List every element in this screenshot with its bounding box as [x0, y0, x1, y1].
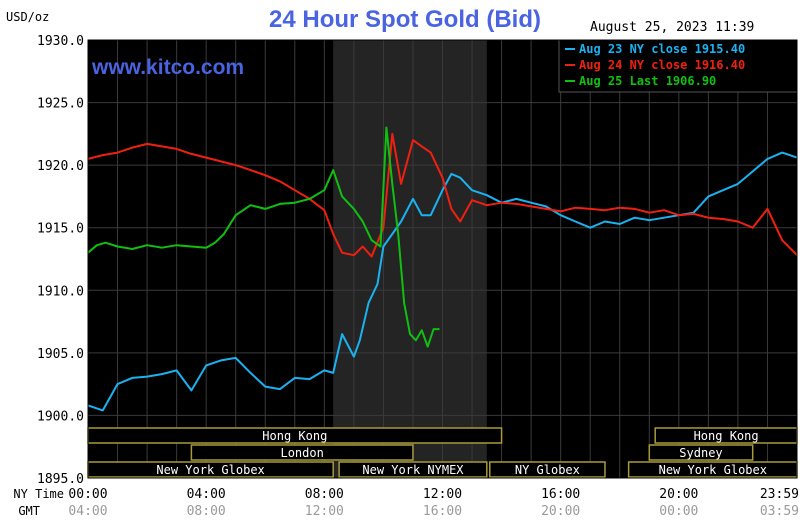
gmt-axis-label: GMT: [18, 504, 40, 518]
y-tick-label: 1930.0: [37, 34, 84, 49]
y-tick-label: 1915.0: [37, 222, 84, 237]
market-session-label: Sydney: [679, 446, 722, 460]
x-tick-label-ny: 00:00: [68, 487, 107, 502]
chart-title: 24 Hour Spot Gold (Bid): [269, 6, 541, 33]
market-session-label: NY Globex: [515, 463, 580, 477]
y-tick-label: 1905.0: [37, 347, 84, 362]
market-session-bar: [190, 444, 414, 461]
series-line-2: [87, 132, 798, 258]
legend-entry: Aug 23 NY close 1915.40: [579, 42, 745, 56]
y-tick-label: 1910.0: [37, 284, 84, 299]
market-session-label: Hong Kong: [262, 429, 327, 443]
market-session-label: London: [280, 446, 323, 460]
market-session-label: New York NYMEX: [362, 463, 464, 477]
plot-border: [87, 39, 798, 479]
x-tick-label-gmt: 03:59: [760, 504, 799, 519]
x-tick-label-ny: 20:00: [659, 487, 698, 502]
y-axis-unit-label: USD/oz: [6, 10, 50, 24]
x-tick-label-gmt: 20:00: [541, 504, 580, 519]
series-line-1: [87, 151, 798, 412]
y-tick-label: 1900.0: [37, 409, 84, 424]
y-tick-label: 1895.0: [37, 472, 84, 487]
ny-time-axis-label: NY Time: [13, 487, 64, 501]
market-session-bar: [648, 444, 754, 461]
trading-hours-highlight: [333, 40, 487, 478]
watermark-text: www.kitco.com: [91, 56, 244, 79]
market-session-label: New York Globex: [659, 463, 767, 477]
market-session-bar: [338, 461, 488, 478]
x-tick-label-ny: 16:00: [541, 487, 580, 502]
x-tick-label-ny: 23:59: [760, 487, 799, 502]
legend-entry: Aug 25 Last 1906.90: [579, 74, 716, 88]
x-tick-label-gmt: 04:00: [68, 504, 107, 519]
x-tick-label-ny: 12:00: [423, 487, 462, 502]
x-tick-label-gmt: 12:00: [305, 504, 344, 519]
x-tick-label-gmt: 16:00: [423, 504, 462, 519]
x-tick-label-ny: 08:00: [305, 487, 344, 502]
y-tick-label: 1925.0: [37, 97, 84, 112]
legend-entry: Aug 24 NY close 1916.40: [579, 58, 745, 72]
x-tick-label-gmt: 00:00: [659, 504, 698, 519]
x-tick-label-ny: 04:00: [187, 487, 226, 502]
chart-timestamp: August 25, 2023 11:39: [590, 20, 755, 35]
market-session-label: Hong Kong: [694, 429, 759, 443]
y-tick-label: 1920.0: [37, 159, 84, 174]
x-tick-label-gmt: 08:00: [187, 504, 226, 519]
market-session-label: New York Globex: [156, 463, 264, 477]
series-line-3: [87, 126, 440, 348]
market-session-bar: [489, 461, 606, 478]
